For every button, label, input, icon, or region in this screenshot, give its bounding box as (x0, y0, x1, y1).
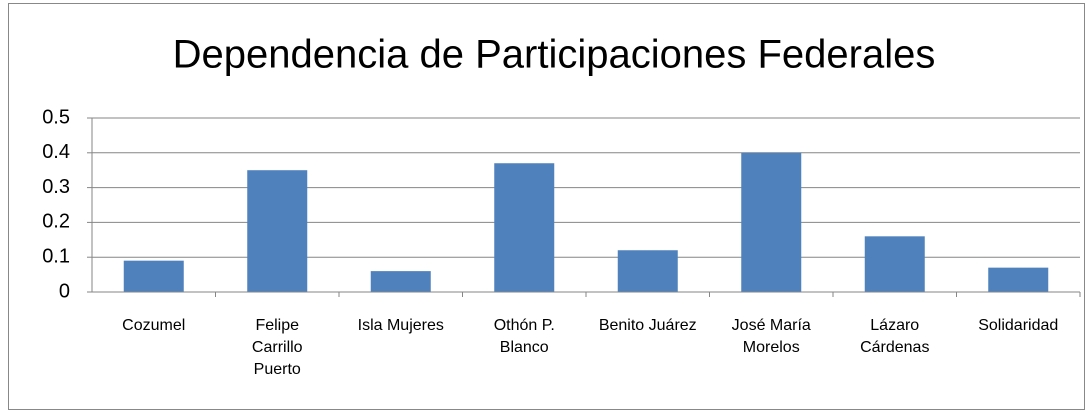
bar (617, 250, 678, 292)
x-tick-label: José María Morelos (731, 317, 811, 356)
x-tick-label: Benito Juárez (598, 317, 697, 334)
bar (123, 260, 184, 292)
bar (988, 267, 1049, 292)
x-tick-label: Felipe Carrillo Puerto (251, 317, 303, 378)
y-tick-label: 0.3 (42, 176, 70, 198)
x-tick-label: Othón P. Blanco (493, 317, 555, 356)
y-tick-label: 0.1 (42, 245, 70, 267)
bar (741, 152, 802, 292)
bar (864, 236, 925, 292)
x-tick-label: Cozumel (122, 317, 186, 334)
bar (247, 170, 308, 292)
y-tick-label: 0 (59, 280, 70, 302)
y-tick-label: 0.4 (42, 141, 70, 163)
x-tick-label: Lázaro Cárdenas (860, 317, 930, 356)
x-tick-label: Isla Mujeres (357, 317, 444, 334)
chart-title: Dependencia de Participaciones Federales (173, 33, 936, 77)
bar (370, 271, 431, 292)
y-tick-label: 0.5 (42, 106, 70, 128)
y-tick-label: 0.2 (42, 211, 70, 233)
x-tick-label: Solidaridad (978, 317, 1059, 334)
bar (494, 163, 555, 292)
